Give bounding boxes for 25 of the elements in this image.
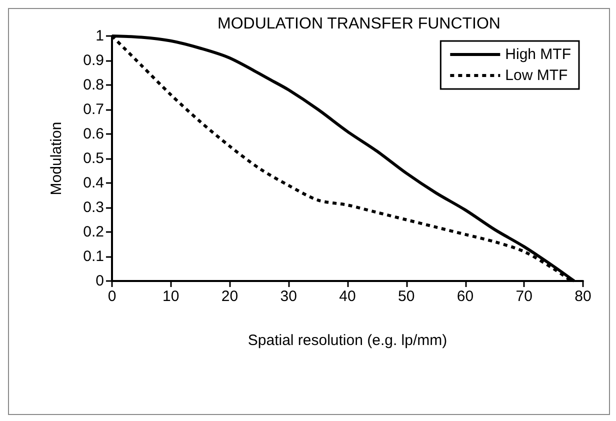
x-tick-label: 60	[456, 288, 474, 305]
y-tick-label: 0.8	[83, 76, 104, 94]
x-tick-label: 30	[280, 288, 297, 305]
x-tick-label: 80	[574, 288, 592, 305]
x-tick-label: 50	[398, 288, 415, 305]
y-tick-label: 0.1	[83, 248, 104, 265]
legend-label: High MTF	[505, 46, 572, 63]
y-tick-label: 0.6	[83, 126, 104, 142]
y-tick-label: 1	[96, 28, 104, 44]
x-tick-label: 10	[162, 288, 180, 305]
legend-label: Low MTF	[505, 67, 568, 84]
x-tick-label: 20	[221, 288, 238, 305]
x-axis-title: Spatial resolution (e.g. lp/mm)	[248, 332, 448, 349]
x-tick-label: 0	[108, 288, 116, 305]
y-tick-label: 0.2	[83, 224, 104, 240]
y-tick-label: 0	[96, 272, 104, 290]
y-tick-label: 0.9	[83, 52, 104, 69]
y-tick-label: 0.7	[83, 101, 104, 118]
x-tick-label: 70	[516, 288, 532, 305]
chart-title: MODULATION TRANSFER FUNCTION	[218, 16, 500, 32]
y-tick-label: 0.3	[83, 199, 104, 216]
y-tick-label: 0.5	[83, 150, 104, 167]
y-tick-label: 0.4	[83, 174, 104, 192]
y-axis-title: Modulation	[48, 122, 65, 196]
x-tick-label: 40	[339, 288, 356, 305]
